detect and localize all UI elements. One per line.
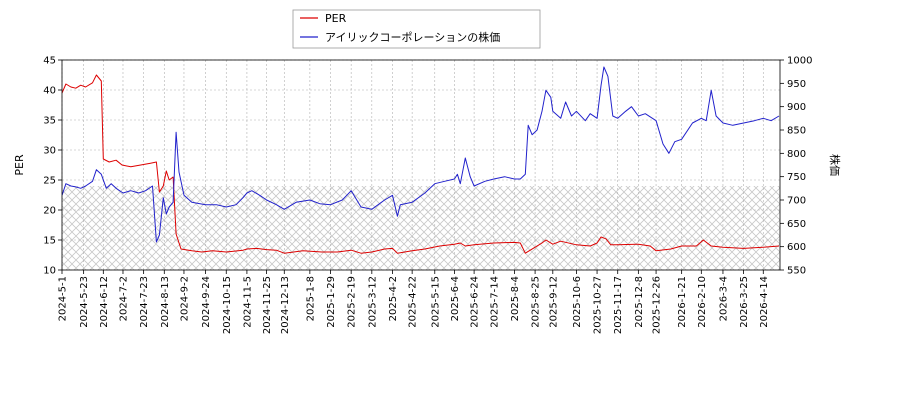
x-tick-label: 2025-6-24 [470, 276, 481, 328]
legend-label-per: PER [325, 12, 347, 25]
x-tick-label: 2025-12-8 [634, 276, 645, 328]
left-tick-label: 30 [43, 146, 56, 157]
x-tick-label: 2024-9-24 [201, 276, 212, 328]
x-tick-label: 2024-5-23 [79, 276, 90, 328]
legend: PER アイリックコーポレーションの株価 [292, 9, 541, 49]
x-tick-label: 2025-7-14 [489, 276, 500, 328]
left-tick-label: 25 [43, 176, 56, 187]
x-tick-label: 2025-12-26 [652, 276, 663, 334]
x-tick-label: 2025-2-19 [347, 276, 358, 328]
right-tick-label: 750 [787, 172, 806, 183]
x-tick-label: 2025-6-4 [450, 276, 461, 321]
x-axis-ticks: 2024-5-1 2024-5-23 2024-6-12 2024-7-2 2024-7… [58, 270, 770, 334]
x-tick-label: 2025-10-27 [593, 276, 604, 334]
x-tick-label: 2025-4-2 [388, 276, 399, 321]
left-tick-label: 40 [43, 86, 56, 97]
x-tick-label: 2025-8-25 [531, 276, 542, 328]
x-tick-label: 2025-1-8 [305, 276, 316, 321]
x-tick-label: 2025-9-12 [548, 276, 559, 328]
right-tick-label: 850 [787, 126, 806, 137]
price-series-line [62, 66, 780, 243]
x-tick-label: 2024-11-5 [242, 276, 253, 328]
x-tick-label: 2024-12-13 [280, 276, 291, 334]
x-tick-label: 2025-5-15 [430, 276, 441, 328]
left-tick-label: 35 [43, 116, 56, 127]
right-tick-label: 800 [787, 149, 806, 160]
right-tick-label: 950 [787, 79, 806, 90]
x-tick-label: 2025-8-4 [510, 276, 521, 321]
x-tick-label: 2026-3-25 [739, 276, 750, 328]
series-lines [62, 66, 780, 254]
x-tick-label: 2026-1-21 [677, 276, 688, 328]
x-tick-label: 2024-7-2 [118, 276, 129, 321]
per-series-line [62, 74, 780, 254]
gridlines [61, 59, 780, 271]
legend-box [292, 9, 541, 49]
x-tick-label: 2024-9-2 [179, 276, 190, 321]
right-tick-label: 650 [787, 219, 806, 230]
x-tick-label: 2024-8-13 [160, 276, 171, 328]
x-tick-label: 2026-3-4 [718, 276, 729, 321]
x-tick-label: 2024-5-1 [58, 276, 69, 321]
x-tick-label: 2026-4-14 [759, 276, 770, 328]
left-tick-label: 10 [43, 266, 56, 277]
left-tick-label: 20 [43, 206, 56, 217]
hatched-band [62, 186, 780, 270]
right-axis-label: 株価 [828, 154, 842, 176]
legend-label-price: アイリックコーポレーションの株価 [325, 30, 500, 44]
left-axis-label: PER [13, 154, 26, 176]
x-tick-label: 2024-11-25 [262, 276, 273, 334]
x-tick-label: 2025-1-29 [326, 276, 337, 328]
x-tick-label: 2024-6-12 [99, 276, 110, 328]
right-tick-label: 700 [787, 196, 806, 207]
x-tick-label: 2024-10-15 [222, 276, 233, 334]
left-tick-label: 15 [43, 236, 56, 247]
x-tick-label: 2025-10-6 [572, 276, 583, 328]
plot-frame [61, 59, 781, 271]
right-axis-ticks: 550 600 650 700 750 800 850 900 950 1000 [780, 56, 812, 277]
x-tick-label: 2025-4-22 [408, 276, 419, 328]
right-tick-label: 900 [787, 102, 806, 113]
right-tick-label: 1000 [787, 56, 812, 67]
x-tick-label: 2026-2-10 [697, 276, 708, 328]
left-tick-label: 45 [43, 56, 56, 67]
right-tick-label: 550 [787, 266, 806, 277]
x-tick-label: 2024-7-23 [139, 276, 150, 328]
left-axis-ticks: 10 15 20 25 30 35 40 45 [43, 56, 62, 277]
x-tick-label: 2025-11-17 [613, 276, 624, 334]
right-tick-label: 600 [787, 242, 806, 253]
x-tick-label: 2025-3-12 [367, 276, 378, 328]
